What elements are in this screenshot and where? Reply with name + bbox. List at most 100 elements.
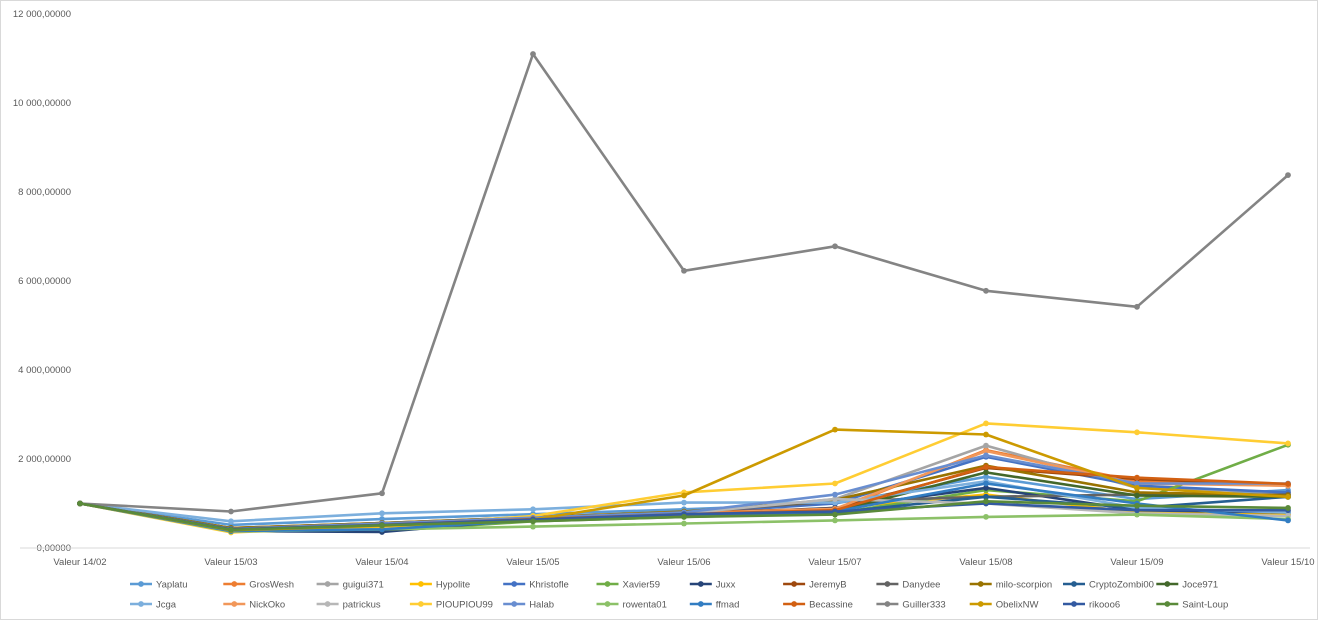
- legend-swatch-marker: [604, 581, 611, 587]
- legend-label: ObelixNW: [996, 600, 1039, 611]
- data-point: [983, 473, 989, 480]
- legend: Yaplatu GrosWesh guigui371 Hypolite Khristof…: [130, 580, 1228, 611]
- y-tick-label: 6 000,00000: [18, 276, 71, 287]
- legend-label: NickOko: [249, 600, 285, 611]
- data-point: [983, 287, 989, 294]
- legend-item: ObelixNW: [969, 600, 1039, 611]
- legend-swatch-marker: [697, 581, 704, 587]
- data-point: [1134, 429, 1140, 436]
- data-point: [983, 431, 989, 438]
- data-point: [1134, 474, 1140, 481]
- data-point: [983, 498, 989, 505]
- legend-label: Joce971: [1182, 580, 1218, 591]
- legend-swatch-marker: [604, 601, 611, 607]
- legend-label: Saint-Loup: [1182, 600, 1228, 611]
- data-point: [832, 480, 838, 487]
- legend-label: Hypolite: [436, 580, 470, 591]
- legend-swatch-marker: [791, 581, 797, 587]
- y-tick-label: 2 000,00000: [18, 454, 71, 465]
- data-point: [1285, 172, 1291, 178]
- legend-swatch-marker: [884, 581, 891, 587]
- data-point: [681, 492, 687, 499]
- legend-swatch-marker: [977, 581, 984, 587]
- data-point: [77, 500, 83, 507]
- data-point: [832, 243, 838, 250]
- legend-label: Khristofle: [529, 580, 569, 591]
- legend-item: GrosWesh: [223, 580, 294, 591]
- data-point: [1285, 440, 1291, 447]
- data-point: [832, 496, 838, 502]
- legend-label: ffmad: [716, 600, 740, 611]
- x-tick-label: Valeur 15/03: [204, 557, 257, 568]
- legend-label: milo-scorpion: [996, 580, 1052, 591]
- legend-swatch-marker: [511, 601, 518, 607]
- legend-swatch-marker: [138, 581, 144, 587]
- data-point: [1285, 517, 1291, 524]
- legend-item: Juxx: [689, 580, 736, 591]
- legend-swatch-marker: [324, 601, 331, 607]
- x-tick-label: Valeur 15/09: [1110, 557, 1163, 568]
- data-point: [681, 499, 687, 506]
- legend-item: JeremyB: [783, 580, 847, 591]
- data-point: [1285, 505, 1291, 511]
- data-point: [681, 267, 687, 274]
- x-tick-label: Valeur 15/06: [657, 557, 710, 568]
- legend-swatch-marker: [1164, 581, 1171, 587]
- legend-item: Halab: [503, 600, 554, 611]
- data-point: [530, 506, 536, 513]
- legend-swatch-marker: [418, 601, 424, 607]
- data-point: [379, 490, 385, 497]
- y-tick-label: 10 000,00000: [13, 98, 71, 109]
- data-point: [1134, 502, 1140, 509]
- legend-swatch-marker: [511, 581, 518, 587]
- legend-swatch-marker: [791, 601, 797, 607]
- data-point: [228, 518, 234, 525]
- legend-swatch-marker: [231, 601, 238, 607]
- data-point: [1285, 481, 1291, 487]
- legend-label: rikooo6: [1089, 600, 1120, 611]
- data-point: [983, 452, 989, 459]
- legend-swatch-marker: [1071, 601, 1077, 607]
- x-tick-label: Valeur 15/07: [808, 557, 861, 568]
- data-point: [530, 51, 536, 57]
- x-tick-label: Valeur 15/10: [1261, 557, 1314, 568]
- legend-swatch-marker: [1164, 601, 1171, 607]
- series-lines: [77, 51, 1291, 536]
- legend-item: CryptoZombi00: [1063, 580, 1154, 591]
- y-tick-label: 4 000,00000: [18, 365, 71, 376]
- data-point: [983, 485, 989, 491]
- data-point: [681, 520, 687, 527]
- legend-swatch-marker: [884, 601, 891, 607]
- legend-label: guigui371: [343, 580, 384, 591]
- data-point: [832, 491, 838, 498]
- legend-label: Becassine: [809, 600, 853, 611]
- legend-item: milo-scorpion: [969, 580, 1052, 591]
- data-point: [832, 426, 838, 433]
- legend-swatch-marker: [1071, 581, 1077, 587]
- data-point: [832, 517, 838, 524]
- legend-label: rowenta01: [623, 600, 667, 611]
- legend-label: Juxx: [716, 580, 736, 591]
- data-point: [983, 448, 989, 454]
- legend-item: Saint-Loup: [1156, 600, 1228, 611]
- data-point: [1134, 507, 1140, 514]
- legend-item: Yaplatu: [130, 580, 188, 591]
- data-point: [983, 464, 989, 470]
- legend-item: patrickus: [316, 600, 381, 611]
- legend-item: guigui371: [316, 580, 384, 591]
- legend-item: Khristofle: [503, 580, 569, 591]
- data-point: [1134, 303, 1140, 310]
- legend-label: Danydee: [902, 580, 940, 591]
- data-point: [379, 516, 385, 522]
- data-point: [1134, 492, 1140, 499]
- x-tick-label: Valeur 15/05: [506, 557, 559, 568]
- legend-swatch-marker: [138, 601, 144, 607]
- x-tick-label: Valeur 14/02: [53, 557, 106, 568]
- data-point: [530, 518, 536, 525]
- legend-label: Jcga: [156, 600, 177, 611]
- legend-label: GrosWesh: [249, 580, 294, 591]
- series-saint-loup: [77, 498, 1291, 533]
- data-point: [832, 511, 838, 518]
